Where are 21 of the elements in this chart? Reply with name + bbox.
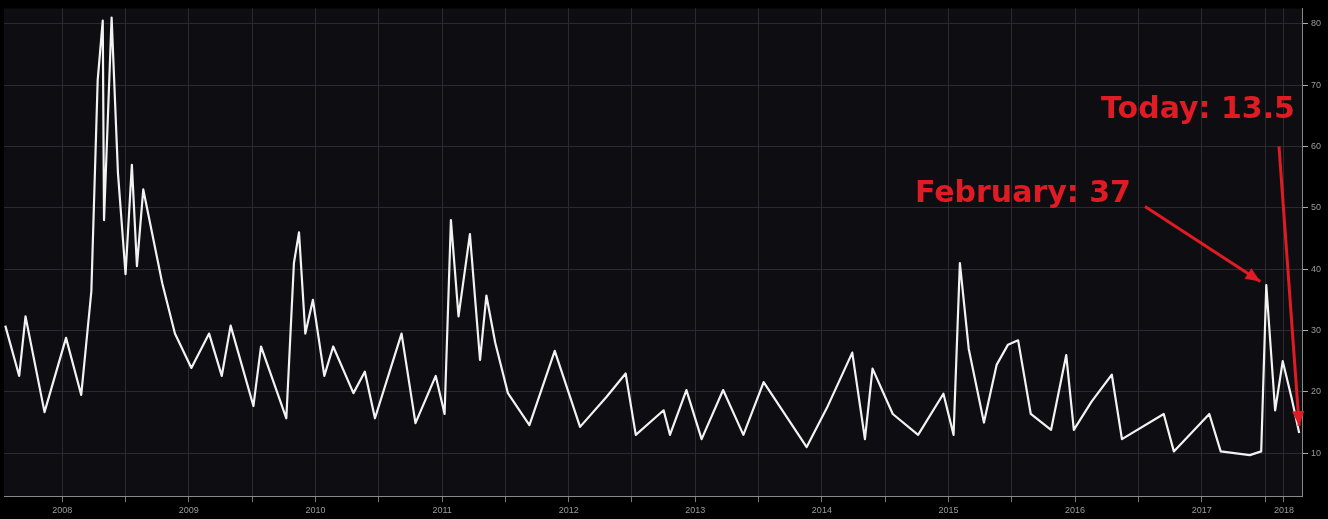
x-tick-label: 2018 <box>1273 505 1295 516</box>
x-tick-label: 2008 <box>52 505 73 516</box>
x-tick-label: 2016 <box>1065 505 1086 516</box>
y-tick-label: 60 <box>1310 140 1321 151</box>
y-tick-label: 80 <box>1310 18 1321 29</box>
y-tick-label: 10 <box>1310 447 1321 458</box>
x-tick-label: 2010 <box>305 505 326 516</box>
annotation: Today: 13.5 <box>1101 90 1295 126</box>
x-tick-label: 2013 <box>685 505 706 516</box>
x-tick-label: 2014 <box>811 505 832 516</box>
y-tick-label: 20 <box>1310 386 1321 397</box>
x-tick-label: 2015 <box>938 505 959 516</box>
annotation: February: 37 <box>914 174 1131 210</box>
y-tick-label: 50 <box>1310 202 1321 213</box>
x-tick-label: 2011 <box>432 505 452 516</box>
y-tick-label: 40 <box>1310 263 1321 274</box>
x-tick-label: 2017 <box>1191 505 1212 516</box>
y-tick-label: 30 <box>1310 325 1321 336</box>
x-tick-label: 2009 <box>178 505 199 516</box>
x-tick-label: 2012 <box>558 505 579 516</box>
y-tick-label: 70 <box>1310 79 1321 90</box>
